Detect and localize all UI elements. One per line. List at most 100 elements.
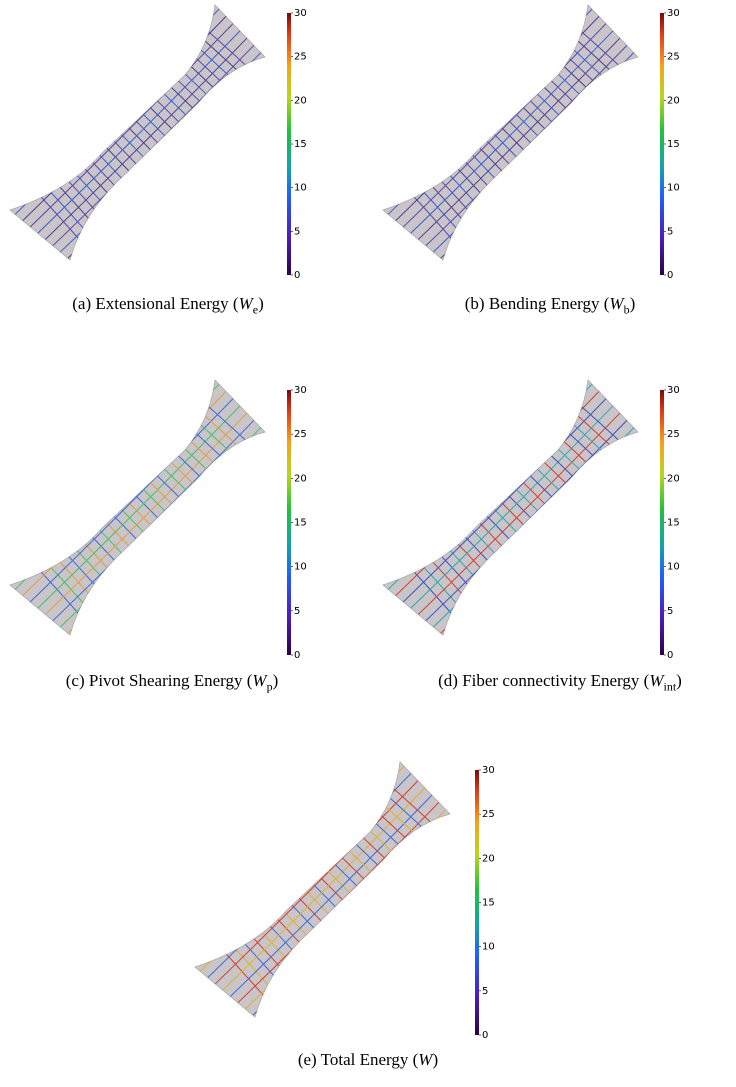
mesh <box>382 4 639 261</box>
fiber <box>23 380 265 635</box>
caption: (d) Fiber connectivity Energy (Wint) <box>380 671 736 694</box>
fiber <box>383 5 611 260</box>
fiber <box>383 380 611 635</box>
fiber <box>195 762 283 1017</box>
colorbar-tick-label: 0 <box>667 650 673 661</box>
colorbar-tick-label: 10 <box>294 183 307 194</box>
colorbar-tick-label: 0 <box>667 270 673 281</box>
mesh <box>382 379 639 636</box>
fiber <box>195 762 423 1017</box>
colorbar-tick-label: 25 <box>294 52 307 63</box>
fiber <box>135 380 265 635</box>
mesh <box>9 379 266 636</box>
fiber <box>383 380 499 635</box>
fiber <box>383 5 499 260</box>
fiber <box>65 380 265 635</box>
fiber <box>550 380 638 635</box>
mesh <box>194 761 451 1018</box>
fiber <box>424 380 638 635</box>
caption-symbol: W <box>418 1050 433 1069</box>
fiber <box>362 762 450 1017</box>
fiber <box>438 380 638 635</box>
fiber <box>383 5 638 260</box>
colorbar-tick-label: 5 <box>667 606 673 617</box>
colorbar-tick-label: 10 <box>667 562 680 573</box>
fiber <box>195 762 311 1017</box>
caption-symbol: W <box>252 671 267 690</box>
fiber <box>522 380 638 635</box>
fiber <box>536 380 638 635</box>
fiber <box>65 5 265 260</box>
fiber <box>195 762 311 1017</box>
fiber <box>163 5 265 260</box>
colorbar-tick-label: 20 <box>667 95 680 106</box>
fiber <box>383 5 485 260</box>
fiber <box>163 380 265 635</box>
fiber <box>135 380 265 635</box>
colorbar <box>660 390 664 655</box>
colorbar-tick-label: 10 <box>667 183 680 194</box>
fiber <box>396 5 638 260</box>
fiber <box>149 380 265 635</box>
fiber <box>177 5 265 260</box>
colorbar-tick-label: 30 <box>294 8 307 19</box>
fiber <box>65 380 265 635</box>
fiber <box>438 5 638 260</box>
colorbar-tick-label: 5 <box>294 226 300 237</box>
colorbar <box>287 13 291 275</box>
colorbar-tick-label: 15 <box>294 139 307 150</box>
caption: (c) Pivot Shearing Energy (Wp) <box>0 671 352 694</box>
fiber <box>334 762 450 1017</box>
colorbar-tick-label: 25 <box>482 809 495 820</box>
mesh-surface <box>9 379 266 636</box>
fiber <box>383 5 597 260</box>
fiber <box>522 5 638 260</box>
fiber <box>383 5 513 260</box>
colorbar <box>660 13 664 275</box>
caption-text: (d) Fiber connectivity Energy ( <box>438 671 650 690</box>
fiber <box>334 762 450 1017</box>
fiber <box>550 5 638 260</box>
fiber <box>536 5 638 260</box>
colorbar-tick-label: 25 <box>294 429 307 440</box>
fiber <box>522 5 638 260</box>
caption-subscript: p <box>266 679 273 694</box>
mesh-surface <box>194 761 451 1018</box>
colorbar-tick-label: 15 <box>667 518 680 529</box>
fiber <box>383 380 513 635</box>
fiber <box>65 5 265 260</box>
fiber <box>522 380 638 635</box>
mesh-surface <box>382 379 639 636</box>
colorbar-tick-label: 30 <box>294 385 307 396</box>
fiber <box>10 380 98 635</box>
caption-text: (b) Bending Energy ( <box>464 294 610 313</box>
fiber <box>149 5 265 260</box>
fiber <box>383 5 597 260</box>
fiber <box>51 380 265 635</box>
fiber <box>208 762 450 1017</box>
colorbar-tick-label: 20 <box>667 473 680 484</box>
mesh-grid <box>383 5 638 260</box>
fiber <box>195 762 409 1017</box>
colorbar-tick-label: 15 <box>294 518 307 529</box>
mesh-surface <box>382 4 639 261</box>
fiber <box>195 762 325 1017</box>
fiber <box>135 5 265 260</box>
caption-close: ) <box>272 671 279 690</box>
fiber <box>383 380 638 635</box>
colorbar-tick-label: 0 <box>294 270 300 281</box>
fiber <box>163 5 265 260</box>
fiber <box>320 762 450 1017</box>
fiber <box>438 380 638 635</box>
fiber <box>438 5 638 260</box>
fiber <box>177 380 265 635</box>
caption-subscript: int <box>663 679 677 694</box>
colorbar-tick-label: 15 <box>482 898 495 909</box>
colorbar-tick-label: 0 <box>482 1030 488 1041</box>
fiber <box>250 762 450 1017</box>
fiber <box>383 5 471 260</box>
caption-close: ) <box>258 294 264 313</box>
fiber <box>10 380 112 635</box>
fiber <box>383 380 597 635</box>
